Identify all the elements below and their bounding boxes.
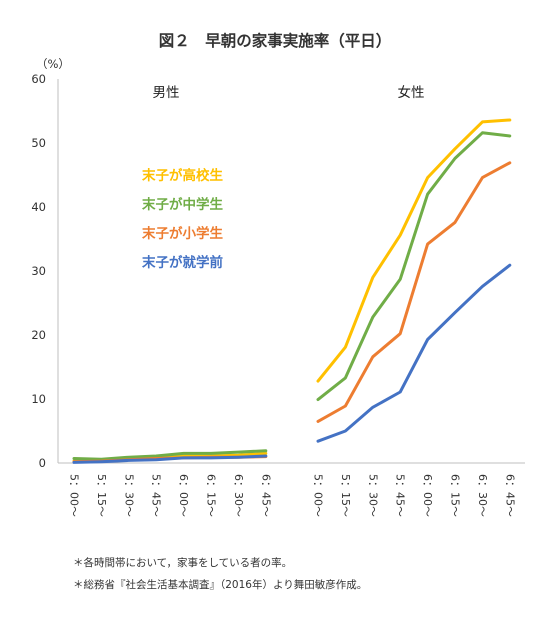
- x-tick-label: 5：30～: [122, 474, 135, 517]
- series-line: [316, 161, 512, 423]
- x-tick-label: 5：15～: [95, 474, 108, 517]
- x-tick-label: 5：45～: [150, 474, 163, 517]
- x-tick-label: 5：15～: [339, 474, 352, 517]
- x-tick-label: 6：00～: [421, 474, 434, 517]
- x-tick-label: 6：15～: [449, 474, 462, 517]
- series-line: [316, 131, 512, 402]
- x-tick-label: 6：45～: [259, 474, 272, 517]
- y-tick-label: 10: [31, 392, 46, 406]
- x-tick-label: 6：30～: [232, 474, 245, 517]
- legend-item: 末子が就学前: [142, 254, 223, 271]
- series-line: [72, 449, 268, 461]
- legend-item: 末子が高校生: [142, 167, 223, 184]
- legend-item: 末子が小学生: [142, 225, 223, 242]
- x-tick-label: 5：45～: [394, 474, 407, 517]
- footnote-1: ＊各時間帯において，家事をしている者の率。: [73, 557, 293, 569]
- panel-label: 女性: [398, 84, 425, 101]
- plot-area: [72, 118, 512, 464]
- y-axis: 0 10 20 30 40 50 60: [31, 72, 59, 470]
- y-tick-label: 30: [31, 264, 46, 278]
- x-tick-label: 6：30～: [476, 474, 489, 517]
- series-line: [316, 118, 512, 383]
- y-tick-label: 0: [39, 456, 46, 470]
- footnote-2: ＊総務省『社会生活基本調査』（2016年）より舞田敏彦作成。: [73, 579, 368, 591]
- y-tick-label: 40: [31, 200, 46, 214]
- x-axis: 5：00～ 5：15～ 5：30～ 5：45～ 6：00～ 6：15～ 6：30～ 6：45～…: [58, 462, 525, 517]
- x-tick-label: 6：00～: [177, 474, 190, 517]
- x-tick-label: 5：00～: [312, 474, 325, 517]
- y-tick-label: 50: [31, 136, 46, 150]
- x-tick-label: 6：45～: [503, 474, 516, 517]
- y-tick-label: 20: [31, 328, 46, 342]
- y-axis-unit: （%）: [36, 57, 70, 71]
- x-tick-label: 6：15～: [205, 474, 218, 517]
- series-line: [72, 454, 268, 464]
- series-line: [316, 263, 512, 443]
- panel-label: 男性: [153, 85, 180, 101]
- x-tick-label: 5：00～: [68, 474, 81, 517]
- legend-item: 末子が中学生: [142, 196, 223, 213]
- x-tick-label: 5：30～: [366, 474, 379, 517]
- panel-labels: 男性 女性: [153, 84, 425, 101]
- y-tick-label: 60: [31, 72, 46, 86]
- chart-title: 図２ 早朝の家事実施率（平日）: [159, 31, 392, 50]
